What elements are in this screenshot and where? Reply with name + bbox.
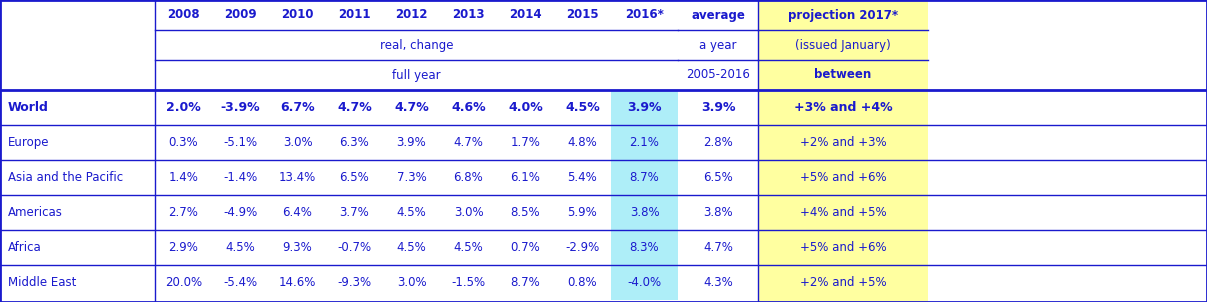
Text: average: average (692, 8, 745, 21)
Bar (611, 195, 678, 230)
Text: 3.9%: 3.9% (628, 101, 661, 114)
Text: 4.6%: 4.6% (451, 101, 485, 114)
Text: 2008: 2008 (168, 8, 200, 21)
Text: Asia and the Pacific: Asia and the Pacific (8, 171, 123, 184)
Bar (611, 125, 678, 160)
Text: -5.1%: -5.1% (223, 136, 257, 149)
Text: 2010: 2010 (281, 8, 314, 21)
Text: 6.3%: 6.3% (339, 136, 369, 149)
Text: 6.4%: 6.4% (282, 206, 313, 219)
Text: 2.8%: 2.8% (704, 136, 733, 149)
Text: 4.3%: 4.3% (704, 276, 733, 289)
Text: 1.4%: 1.4% (169, 171, 198, 184)
Text: real, change: real, change (380, 38, 454, 52)
Text: 3.0%: 3.0% (397, 276, 426, 289)
Text: 2.0%: 2.0% (167, 101, 200, 114)
Text: -3.9%: -3.9% (221, 101, 261, 114)
Bar (611, 90, 678, 125)
Text: 5.9%: 5.9% (567, 206, 597, 219)
Text: 5.4%: 5.4% (567, 171, 597, 184)
Text: 4.7%: 4.7% (395, 101, 428, 114)
Text: 3.9%: 3.9% (397, 136, 426, 149)
Text: 2014: 2014 (509, 8, 542, 21)
Text: -5.4%: -5.4% (223, 276, 257, 289)
Text: 6.7%: 6.7% (280, 101, 315, 114)
Text: 8.5%: 8.5% (511, 206, 541, 219)
Text: -4.9%: -4.9% (223, 206, 257, 219)
Bar (611, 265, 678, 300)
Text: 6.5%: 6.5% (339, 171, 369, 184)
Text: +2% and +5%: +2% and +5% (800, 276, 886, 289)
Text: 2016*: 2016* (625, 8, 664, 21)
Text: 3.8%: 3.8% (704, 206, 733, 219)
Text: 6.1%: 6.1% (511, 171, 541, 184)
Text: 0.7%: 0.7% (511, 241, 541, 254)
Text: 1.7%: 1.7% (511, 136, 541, 149)
Text: projection 2017*: projection 2017* (788, 8, 898, 21)
Text: +5% and +6%: +5% and +6% (800, 241, 886, 254)
Text: 4.5%: 4.5% (226, 241, 256, 254)
Text: 4.0%: 4.0% (508, 101, 543, 114)
Text: -2.9%: -2.9% (565, 241, 600, 254)
Text: -4.0%: -4.0% (628, 276, 661, 289)
Text: +5% and +6%: +5% and +6% (800, 171, 886, 184)
Text: 7.3%: 7.3% (397, 171, 426, 184)
Bar (611, 160, 678, 195)
Text: Africa: Africa (8, 241, 42, 254)
Text: 4.7%: 4.7% (337, 101, 372, 114)
Text: 6.5%: 6.5% (704, 171, 733, 184)
Text: 4.5%: 4.5% (397, 206, 426, 219)
Text: Europe: Europe (8, 136, 49, 149)
Text: -1.5%: -1.5% (451, 276, 485, 289)
Text: 4.5%: 4.5% (454, 241, 483, 254)
Text: 4.5%: 4.5% (565, 101, 600, 114)
Text: 2005-2016: 2005-2016 (686, 69, 750, 82)
Text: 3.7%: 3.7% (339, 206, 369, 219)
Text: 14.6%: 14.6% (279, 276, 316, 289)
Text: +3% and +4%: +3% and +4% (794, 101, 892, 114)
Text: 2011: 2011 (338, 8, 371, 21)
Text: 2015: 2015 (566, 8, 599, 21)
Text: 9.3%: 9.3% (282, 241, 313, 254)
Text: a year: a year (699, 38, 736, 52)
Text: 2.7%: 2.7% (169, 206, 198, 219)
Text: 2009: 2009 (225, 8, 257, 21)
Text: 2013: 2013 (453, 8, 485, 21)
Text: 4.7%: 4.7% (702, 241, 733, 254)
Text: 0.8%: 0.8% (567, 276, 597, 289)
Text: 3.8%: 3.8% (630, 206, 659, 219)
Text: 13.4%: 13.4% (279, 171, 316, 184)
Text: +2% and +3%: +2% and +3% (800, 136, 886, 149)
Bar (758, 0, 928, 302)
Text: 4.5%: 4.5% (397, 241, 426, 254)
Text: 8.7%: 8.7% (511, 276, 541, 289)
Text: 4.8%: 4.8% (567, 136, 597, 149)
Text: -1.4%: -1.4% (223, 171, 257, 184)
Text: Middle East: Middle East (8, 276, 76, 289)
Text: 2.1%: 2.1% (630, 136, 659, 149)
Text: 8.3%: 8.3% (630, 241, 659, 254)
Text: +4% and +5%: +4% and +5% (800, 206, 886, 219)
Text: full year: full year (392, 69, 441, 82)
Text: 3.0%: 3.0% (282, 136, 313, 149)
Text: 3.0%: 3.0% (454, 206, 483, 219)
Text: (issued January): (issued January) (795, 38, 891, 52)
Text: 2012: 2012 (395, 8, 427, 21)
Text: -9.3%: -9.3% (338, 276, 372, 289)
Text: -0.7%: -0.7% (338, 241, 372, 254)
Text: between: between (815, 69, 871, 82)
Text: 8.7%: 8.7% (630, 171, 659, 184)
Text: 2.9%: 2.9% (169, 241, 198, 254)
Text: 20.0%: 20.0% (165, 276, 202, 289)
Bar (611, 230, 678, 265)
Text: 0.3%: 0.3% (169, 136, 198, 149)
Text: 6.8%: 6.8% (454, 171, 483, 184)
Text: 3.9%: 3.9% (701, 101, 735, 114)
Text: 4.7%: 4.7% (454, 136, 484, 149)
Text: Americas: Americas (8, 206, 63, 219)
Text: World: World (8, 101, 48, 114)
